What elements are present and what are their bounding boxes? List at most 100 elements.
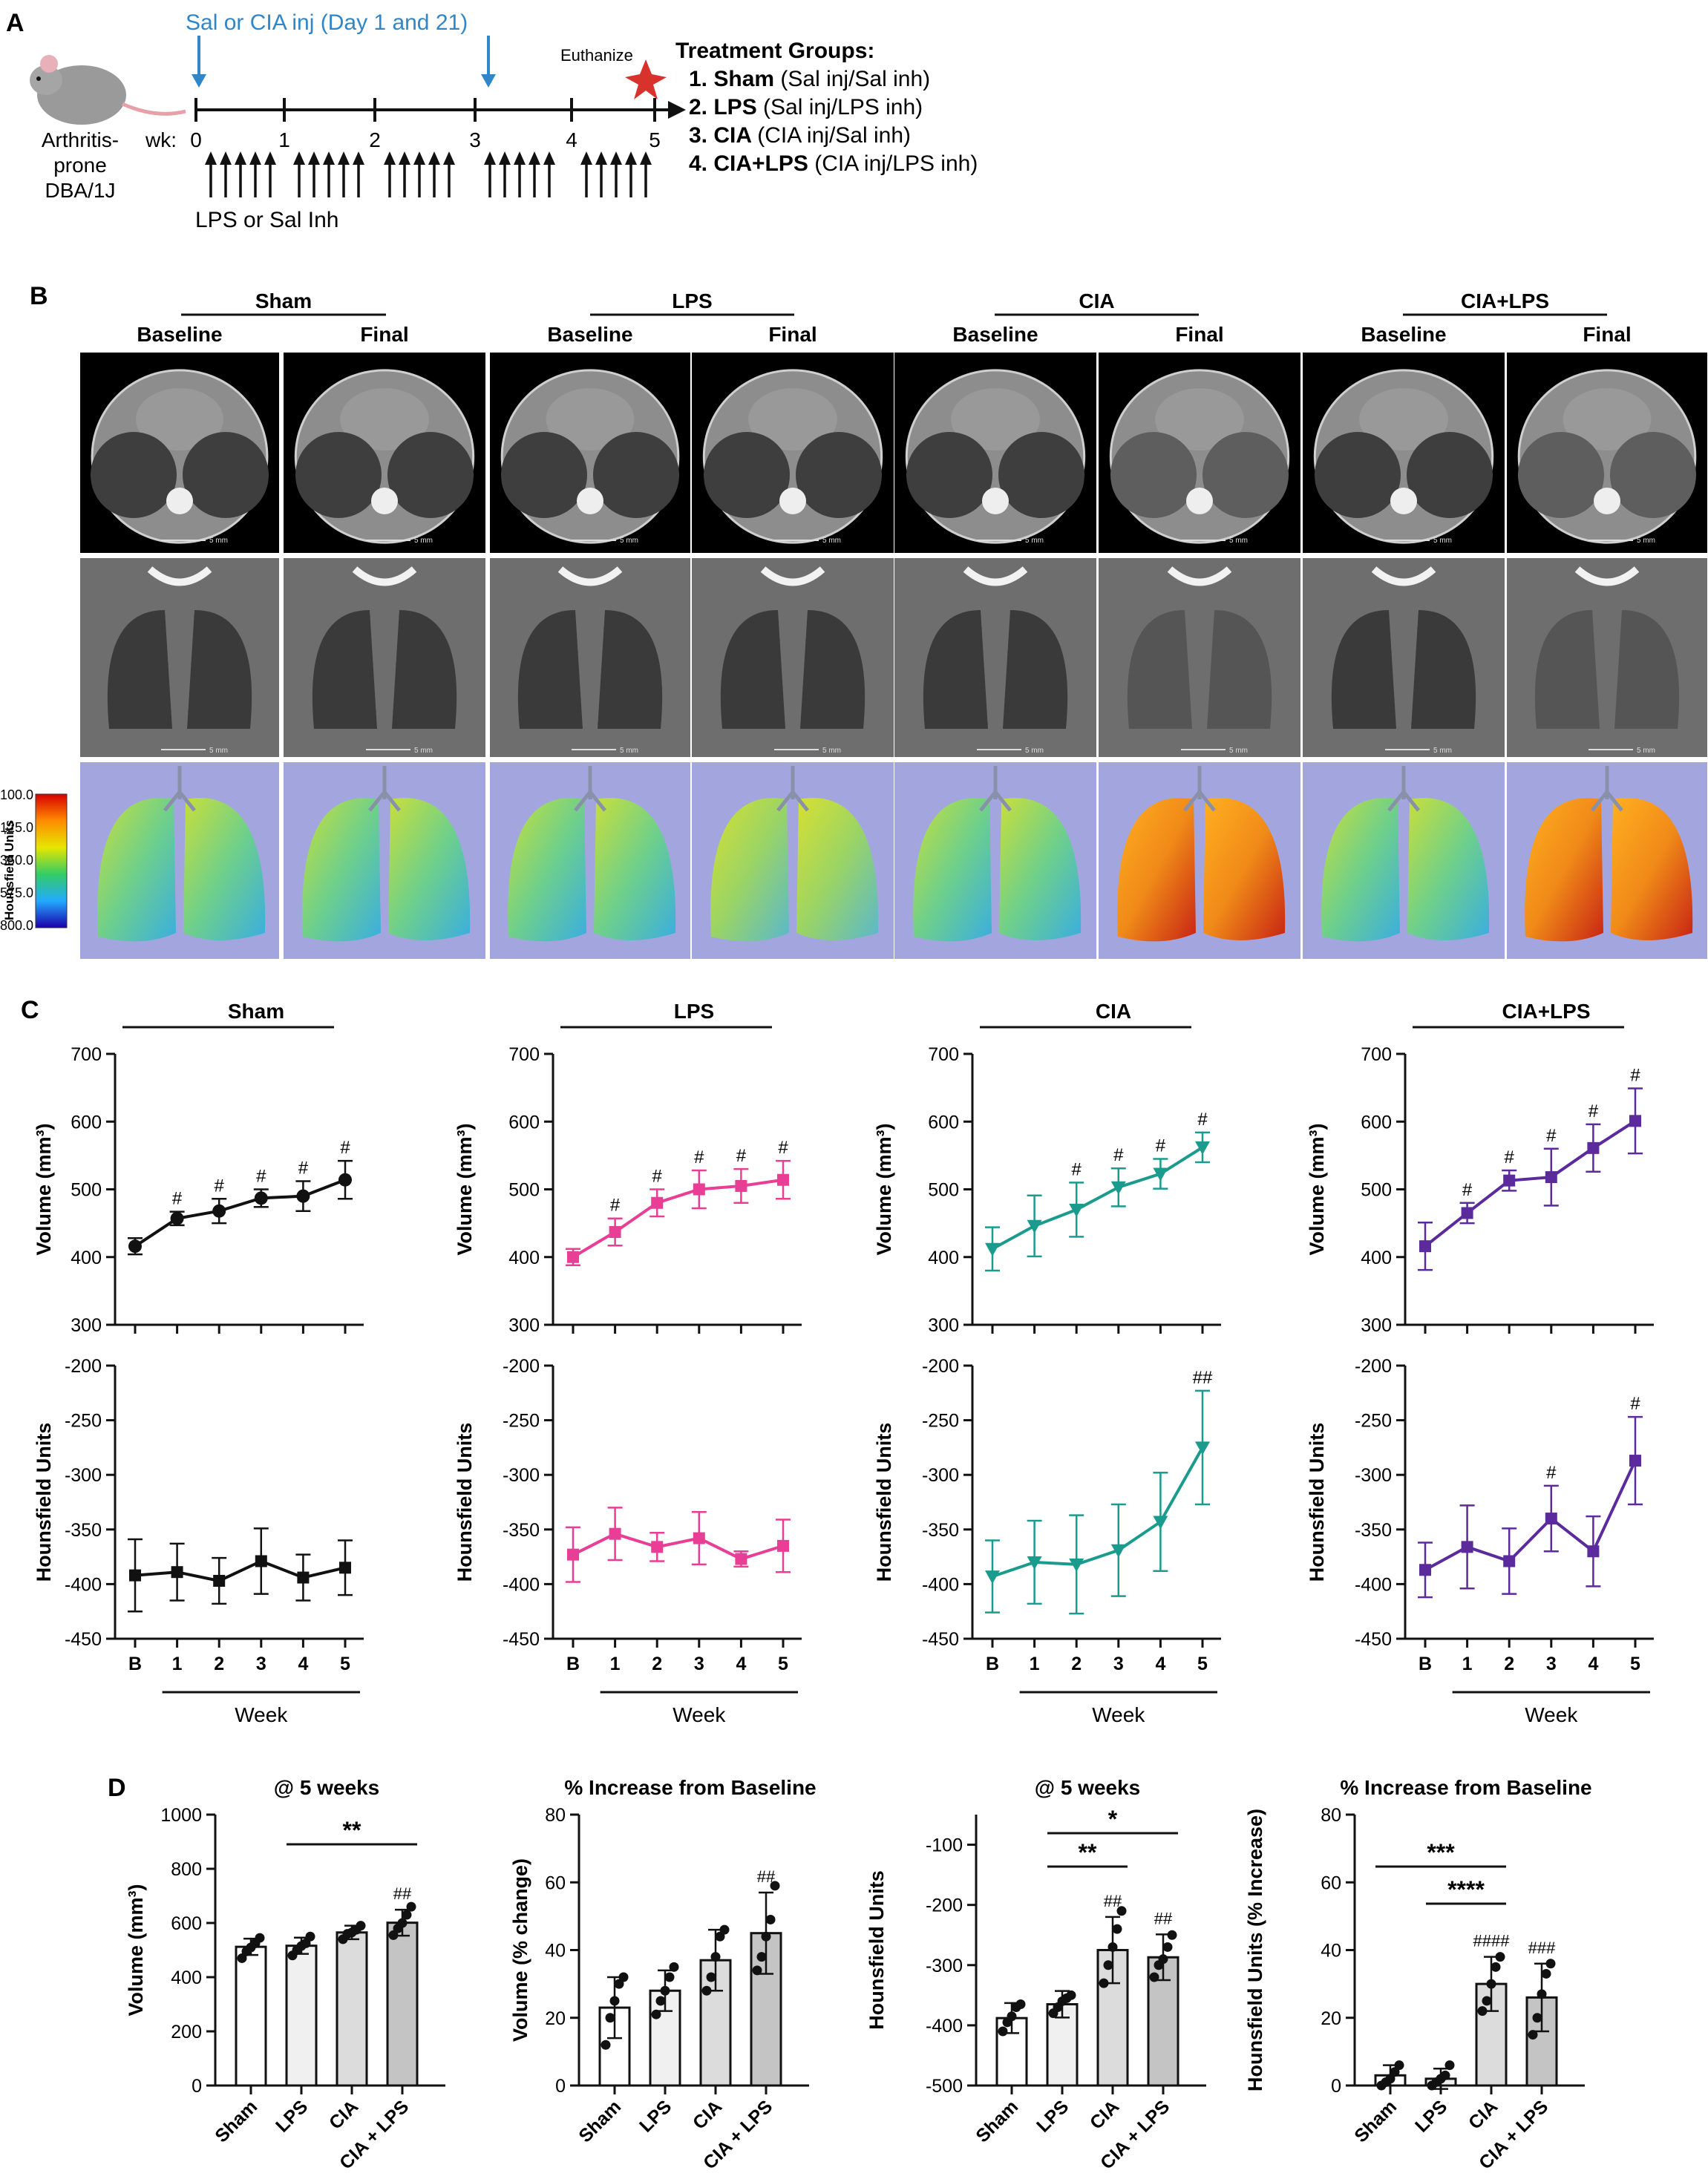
hu-map-left-lung xyxy=(302,798,381,942)
data-point xyxy=(1545,1171,1557,1184)
data-point xyxy=(1069,1203,1084,1217)
axial-ct-right-lung xyxy=(183,432,269,518)
colorbar-tick-label: 100.0 xyxy=(0,787,33,802)
x-tick-label: 3 xyxy=(694,1654,704,1674)
treatment-groups-title: Treatment Groups: xyxy=(675,39,874,63)
significance-marker: # xyxy=(1630,1394,1640,1414)
week-tick-label: 1 xyxy=(278,128,290,151)
data-point xyxy=(1027,1556,1042,1570)
hu-map-right-lung xyxy=(999,798,1082,940)
treatment-group-number: 4. xyxy=(689,151,713,176)
significance-marker: # xyxy=(1197,1110,1208,1130)
treatment-group-desc: (CIA inj/Sal inh) xyxy=(757,123,911,148)
y-tick-label: -450 xyxy=(65,1629,102,1650)
data-point xyxy=(719,1924,730,1935)
scale-bar-label: 5 mm xyxy=(620,537,638,545)
hu-map-left-lung xyxy=(1117,798,1196,942)
significance-marker: # xyxy=(1630,1066,1640,1086)
week-tick-label: 3 xyxy=(469,128,481,151)
inhalation-arrowhead xyxy=(338,151,350,165)
scale-bar-label: 5 mm xyxy=(822,537,841,545)
data-point xyxy=(651,1196,664,1209)
treatment-group-number: 2. xyxy=(689,95,713,119)
y-tick-label: -300 xyxy=(926,1956,963,1976)
data-point xyxy=(601,2040,611,2050)
x-tick-label: 1 xyxy=(1462,1654,1473,1674)
data-point xyxy=(735,1179,747,1192)
data-point xyxy=(609,1996,620,2006)
data-point xyxy=(1419,1564,1431,1576)
inhalation-arrowhead xyxy=(610,151,622,165)
data-point xyxy=(777,1539,789,1552)
data-point xyxy=(998,2026,1008,2037)
timeline-week-ticks: 0 1 2 3 4 5 xyxy=(190,98,661,151)
y-tick-label: -450 xyxy=(922,1629,959,1650)
inhalation-arrowhead xyxy=(595,151,607,165)
y-tick-label: 300 xyxy=(928,1315,959,1336)
axial-ct-left-lung xyxy=(704,432,790,518)
axial-ct-heart xyxy=(136,388,223,451)
treatment-group-desc: (CIA inj/LPS inh) xyxy=(814,151,978,176)
data-point xyxy=(1069,1558,1084,1572)
significance-marker: # xyxy=(736,1146,747,1166)
treatment-group-number: 3. xyxy=(689,123,713,148)
data-point xyxy=(338,1173,352,1187)
hu-map-trachea xyxy=(1591,766,1623,812)
panel-b-label: B xyxy=(30,282,48,310)
y-tick-label: 600 xyxy=(928,1112,959,1133)
data-point xyxy=(1440,2070,1450,2080)
comparison-label: * xyxy=(1108,1806,1118,1832)
data-point xyxy=(1477,2006,1488,2016)
series-line xyxy=(572,1532,784,1561)
coronal-ct-left-lung xyxy=(1534,610,1600,729)
scale-bar-label: 5 mm xyxy=(1433,747,1452,755)
axial-ct-spine xyxy=(166,488,193,514)
y-tick-label: -350 xyxy=(1355,1520,1392,1541)
x-tick-label: 3 xyxy=(1546,1654,1557,1674)
x-tick-label: 1 xyxy=(172,1654,183,1674)
x-tick-label: 2 xyxy=(652,1654,662,1674)
data-point xyxy=(706,1972,716,1982)
treatment-group-list: 1. Sham (Sal inj/Sal inh) 2. LPS (Sal inj… xyxy=(689,67,978,176)
data-point xyxy=(213,1574,226,1587)
axial-ct-right-lung xyxy=(1407,432,1493,518)
axial-ct-heart xyxy=(951,388,1040,451)
axial-ct-spine xyxy=(1390,488,1417,514)
x-tick-label: B xyxy=(128,1654,142,1674)
hu-map-left-lung xyxy=(1525,798,1603,942)
scale-bar-label: 5 mm xyxy=(209,747,228,755)
line-chart-C-vol-CIA: 300 400 500 600 700 Volume (mm³) # # # # xyxy=(873,1044,1221,1336)
significance-marker: ### xyxy=(1528,1939,1556,1957)
y-tick-label: -400 xyxy=(926,2016,963,2037)
y-tick-label: 40 xyxy=(1321,1941,1341,1962)
data-point xyxy=(1545,1513,1557,1525)
panel-d-label: D xyxy=(108,1774,126,1802)
bar-chart-D-hupct: % Increase from Baseline 0 20 40 60 80 Hounsfi… xyxy=(1244,1776,1592,2174)
y-tick-label: 300 xyxy=(508,1315,540,1336)
colorbar-tick-label: -575.0 xyxy=(0,885,33,900)
axial-ct-heart xyxy=(748,388,837,451)
inhalation-arrowhead xyxy=(529,151,540,165)
hu-map-left-lung xyxy=(913,798,992,942)
y-tick-label: 700 xyxy=(928,1044,959,1065)
x-tick-label: 5 xyxy=(1630,1654,1640,1674)
data-point xyxy=(1066,1990,1076,2000)
axial-ct-spine xyxy=(982,488,1009,514)
y-tick-label: 600 xyxy=(508,1112,540,1133)
y-tick-label: -400 xyxy=(1355,1574,1392,1595)
x-tick-label: 4 xyxy=(1155,1654,1165,1674)
data-point xyxy=(1149,1972,1159,1982)
data-point xyxy=(655,1996,666,2006)
y-tick-label: -450 xyxy=(503,1629,540,1650)
y-axis-label: Volume (mm³) xyxy=(873,1123,895,1255)
group-header-lps: LPS xyxy=(672,289,712,312)
y-tick-label: -350 xyxy=(503,1520,540,1541)
treatment-group-item: 1. Sham (Sal inj/Sal inh) xyxy=(689,67,930,91)
series-line xyxy=(1424,1460,1637,1572)
hu-map-right-lung xyxy=(1407,798,1490,940)
axial-ct-heart xyxy=(340,388,429,451)
inhalation-arrowhead xyxy=(399,151,410,165)
hu-map-right-lung xyxy=(594,798,676,940)
data-point xyxy=(1486,1979,1496,1989)
inhalation-arrowhead xyxy=(235,151,246,165)
